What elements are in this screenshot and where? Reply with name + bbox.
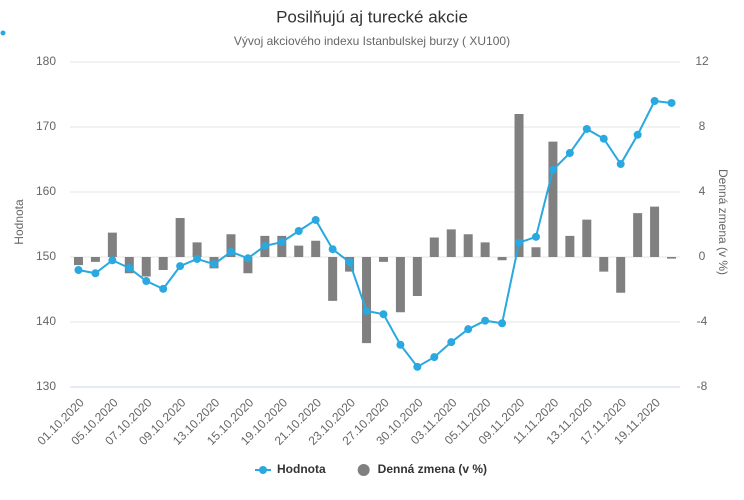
chart-subtitle: Vývoj akciového indexu Istanbulskej burz… [234, 34, 510, 48]
point [447, 338, 456, 347]
point [413, 362, 422, 371]
bar [243, 257, 253, 274]
point [108, 256, 117, 265]
point [345, 258, 354, 267]
point [91, 269, 100, 278]
bar [565, 235, 575, 257]
bar [514, 114, 524, 257]
bar [328, 257, 338, 301]
point [328, 245, 337, 254]
bar [294, 245, 304, 257]
line [78, 99, 672, 369]
point [74, 266, 83, 274]
point [582, 124, 591, 133]
bar [141, 257, 151, 277]
y2-tick-label: 12 [695, 54, 709, 68]
bar [531, 247, 541, 257]
point [243, 254, 252, 263]
bar [446, 229, 456, 257]
legend-label: Hodnota [277, 462, 326, 476]
y2-tick-label: -4 [697, 314, 708, 328]
legend-symbol [259, 466, 267, 474]
point [464, 325, 473, 334]
bar [412, 257, 422, 296]
point [481, 316, 490, 325]
bar [378, 257, 388, 262]
point [159, 284, 168, 293]
point [548, 165, 557, 174]
y-tick-label: 150 [36, 249, 56, 263]
point [616, 160, 625, 169]
bar [90, 257, 100, 262]
bar [480, 242, 490, 257]
y-tick-label: 130 [36, 379, 56, 393]
point [125, 264, 134, 273]
y2-tick-label: 0 [699, 249, 706, 263]
point [260, 241, 269, 250]
bar [362, 257, 372, 344]
bar [582, 219, 592, 257]
bar [548, 141, 558, 257]
bar [429, 237, 439, 257]
y2-tick-label: 8 [699, 119, 706, 133]
bar [616, 257, 626, 293]
bar [633, 213, 643, 257]
point [531, 232, 540, 241]
bar [73, 257, 83, 266]
point [650, 97, 659, 105]
point [311, 215, 320, 224]
bar [599, 257, 609, 272]
bar [667, 257, 677, 259]
point [515, 238, 524, 247]
bar [192, 242, 202, 257]
y-tick-label: 160 [36, 184, 56, 198]
legend-label: Denná zmena (v %) [378, 462, 487, 476]
point [667, 98, 676, 107]
point [294, 227, 303, 235]
point [142, 277, 151, 286]
y-tick-label: 170 [36, 119, 56, 133]
point [176, 262, 185, 271]
bar [395, 257, 405, 313]
point [277, 238, 286, 247]
bar [277, 235, 287, 257]
y2-tick-label: 4 [699, 184, 706, 198]
y2-axis-title: Denná zmena (v %) [716, 169, 730, 275]
bar [650, 206, 660, 257]
decor-dot [0, 30, 6, 36]
point [633, 130, 642, 139]
point [193, 254, 202, 263]
point [430, 353, 439, 362]
bar [158, 257, 168, 270]
bar [226, 234, 236, 257]
bar [311, 240, 321, 257]
y2-tick-label: -8 [697, 379, 708, 393]
legend-symbol [357, 464, 370, 476]
bar [497, 257, 507, 261]
bar [175, 218, 185, 257]
bar [107, 232, 117, 257]
chart-title: Posilňujú aj turecké akcie [276, 7, 468, 26]
point [362, 306, 371, 315]
point [379, 310, 388, 319]
point [396, 340, 405, 349]
y-tick-label: 140 [36, 314, 56, 328]
point [226, 247, 235, 256]
point [498, 319, 507, 328]
y-axis-title: Hodnota [12, 199, 26, 245]
point [210, 260, 219, 269]
bar [463, 234, 473, 257]
y-tick-label: 180 [36, 54, 56, 68]
point [599, 134, 608, 143]
point [565, 149, 574, 157]
